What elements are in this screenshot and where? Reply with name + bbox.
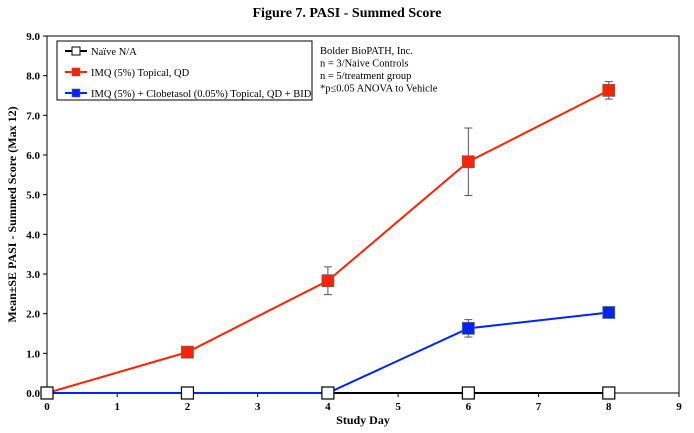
y-tick-label: 4.0 <box>26 229 40 241</box>
annotation: n = 5/treatment group <box>320 71 411 82</box>
series-layer <box>40 81 616 400</box>
annotations: Bolder BioPATH, Inc. n = 3/Naive Controls… <box>320 46 438 95</box>
data-point <box>602 83 616 97</box>
y-tick-label: 5.0 <box>26 190 40 202</box>
x-tick-label: 6 <box>466 401 472 413</box>
y-tick-label: 7.0 <box>26 110 40 122</box>
legend-box <box>56 40 313 101</box>
y-tick-label: 2.0 <box>26 309 40 321</box>
legend-swatch-marker <box>71 46 81 56</box>
series-line <box>47 311 609 394</box>
legend-swatch-marker <box>71 67 81 77</box>
legend: Naïve N/A IMQ (5%) Topical, QD IMQ (5%) + … <box>56 40 313 101</box>
data-point <box>321 386 335 400</box>
y-tick-label: 1.0 <box>26 348 40 360</box>
y-tick-label: 8.0 <box>26 71 40 83</box>
series-line <box>46 89 610 394</box>
data-point <box>461 321 475 335</box>
data-point <box>602 306 616 319</box>
y-tick-label: 3.0 <box>26 269 40 281</box>
legend-label: IMQ (5%) Topical, QD <box>91 68 190 79</box>
x-tick-label: 3 <box>255 401 261 413</box>
annotation: n = 3/Naive Controls <box>320 59 408 70</box>
x-tick-label: 9 <box>676 401 682 413</box>
y-axis-title: Mean±SE PASI - Summed Score (Max 12) <box>5 106 19 322</box>
annotation: *p≤0.05 ANOVA to Vehicle <box>320 84 438 95</box>
data-point <box>461 155 475 169</box>
x-tick-label: 1 <box>114 401 120 413</box>
y-tick-label: 9.0 <box>26 31 40 43</box>
x-tick-label: 0 <box>44 401 50 413</box>
x-tick-label: 4 <box>325 401 331 413</box>
chart-title: Figure 7. PASI - Summed Score <box>253 6 442 21</box>
annotation: Bolder BioPATH, Inc. <box>320 46 413 57</box>
data-point <box>180 386 195 400</box>
data-point <box>181 345 194 359</box>
legend-label: IMQ (5%) + Clobetasol (0.05%) Topical, Q… <box>91 89 312 100</box>
x-axis-title: Study Day <box>336 413 390 427</box>
series-0-markers <box>40 386 616 400</box>
series-2 <box>47 311 609 394</box>
y-tick-label: 6.0 <box>26 150 40 162</box>
data-point <box>40 386 54 400</box>
axes: 0.0 1.0 2.0 3.0 4.0 5.0 6.0 7.0 8.0 9.0 0 1 2 3 4 5 6 7 8 9… <box>5 31 682 427</box>
x-tick-label: 2 <box>185 401 191 413</box>
legend-swatch-marker <box>71 88 81 98</box>
x-tick-label: 5 <box>395 401 401 413</box>
x-tick-label: 7 <box>536 401 542 413</box>
x-tick-label: 8 <box>606 401 612 413</box>
series-2-markers <box>40 306 616 400</box>
y-tick-label: 0.0 <box>26 388 40 400</box>
series-1 <box>46 81 613 394</box>
legend-label: Naïve N/A <box>91 47 137 58</box>
data-point <box>461 386 475 400</box>
data-point <box>321 274 335 288</box>
data-point <box>602 386 616 400</box>
